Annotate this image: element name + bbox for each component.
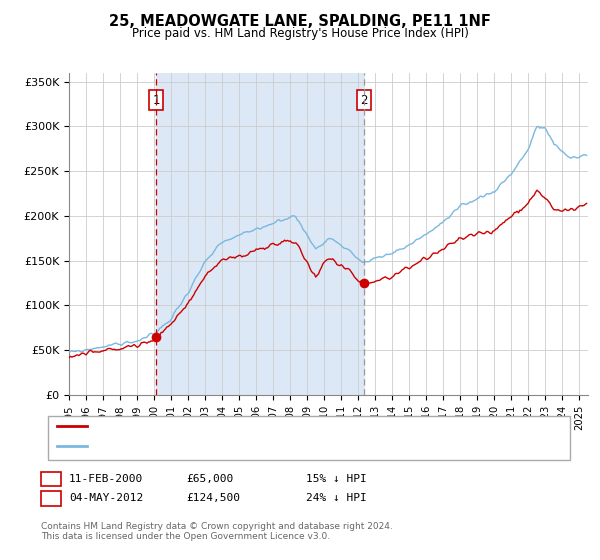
Text: 11-FEB-2000: 11-FEB-2000 [69,474,143,484]
Text: 2: 2 [47,492,55,505]
Text: HPI: Average price, detached house, South Holland: HPI: Average price, detached house, Sout… [90,441,369,451]
Bar [156,73,364,395]
Text: Contains HM Land Registry data © Crown copyright and database right 2024.
This d: Contains HM Land Registry data © Crown c… [41,522,392,542]
Text: 2: 2 [361,94,368,106]
Text: £124,500: £124,500 [186,493,240,503]
Text: 15% ↓ HPI: 15% ↓ HPI [306,474,367,484]
Text: Price paid vs. HM Land Registry's House Price Index (HPI): Price paid vs. HM Land Registry's House … [131,27,469,40]
Text: 25, MEADOWGATE LANE, SPALDING, PE11 1NF (detached house): 25, MEADOWGATE LANE, SPALDING, PE11 1NF … [90,421,443,431]
Text: 1: 1 [152,94,160,106]
Text: £65,000: £65,000 [186,474,233,484]
Text: 25, MEADOWGATE LANE, SPALDING, PE11 1NF: 25, MEADOWGATE LANE, SPALDING, PE11 1NF [109,14,491,29]
Text: 04-MAY-2012: 04-MAY-2012 [69,493,143,503]
Text: 24% ↓ HPI: 24% ↓ HPI [306,493,367,503]
Text: 1: 1 [47,472,55,486]
